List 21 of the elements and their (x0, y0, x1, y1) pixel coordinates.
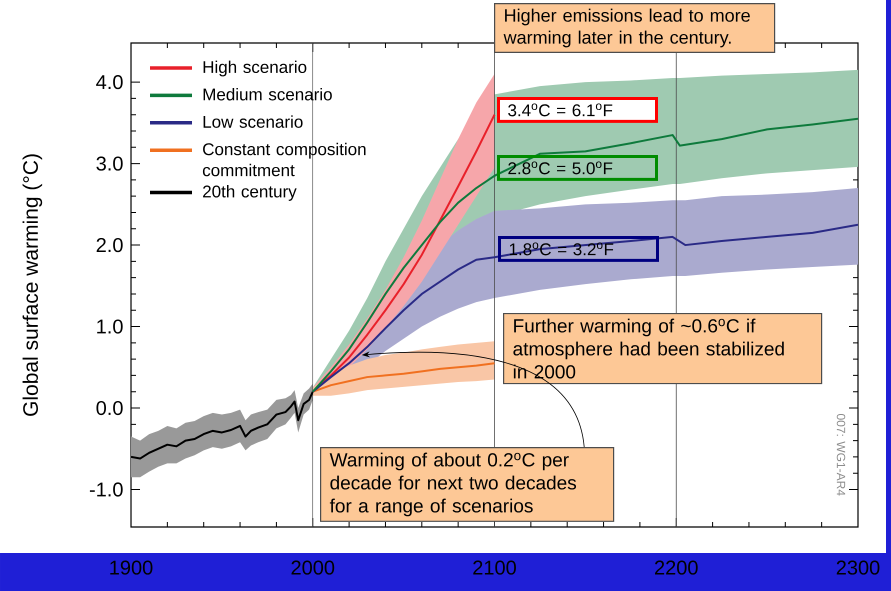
legend-label: 20th century (203, 185, 297, 201)
legend-label: Low scenario (204, 115, 303, 128)
x-tick-label: 1900 (110, 560, 152, 575)
annotation: 3.4$^{o}$C = 6.1$^{o}$F (508, 103, 612, 116)
y-tick-label: 4.0 (96, 75, 123, 90)
y-tick-label: 0.0 (96, 400, 123, 416)
x-tick-label: 2300 (836, 560, 880, 575)
legend-label: High scenario (204, 60, 306, 76)
y-tick-label: 2.0 (96, 238, 123, 252)
y-tick-label: 3.0 (96, 156, 123, 171)
annotation: Further warming of ~0.6$^{o}$C if atmosphere had been stabilized in 2000 (513, 318, 784, 379)
y-tick-label: -1.0 (90, 482, 123, 497)
x-tick-label: 2000 (292, 560, 334, 575)
annotation: Higher emissions lead to more warming later in the century. (504, 8, 750, 48)
y-axis-title: Global surface warming (°C) (22, 154, 42, 416)
x-tick-label: 2200 (655, 560, 698, 575)
x-tick-label: 2100 (473, 560, 516, 575)
y-tick-label: 1.0 (97, 319, 123, 334)
annotation: Warming of about 0.2$^{o}$C per decade for next two decades for a range of scenarios (330, 452, 576, 516)
annotation: 007: WG1-AR4 (836, 414, 846, 496)
annotation: 2.8$^{o}$C = 5.0$^{o}$F (508, 161, 612, 174)
